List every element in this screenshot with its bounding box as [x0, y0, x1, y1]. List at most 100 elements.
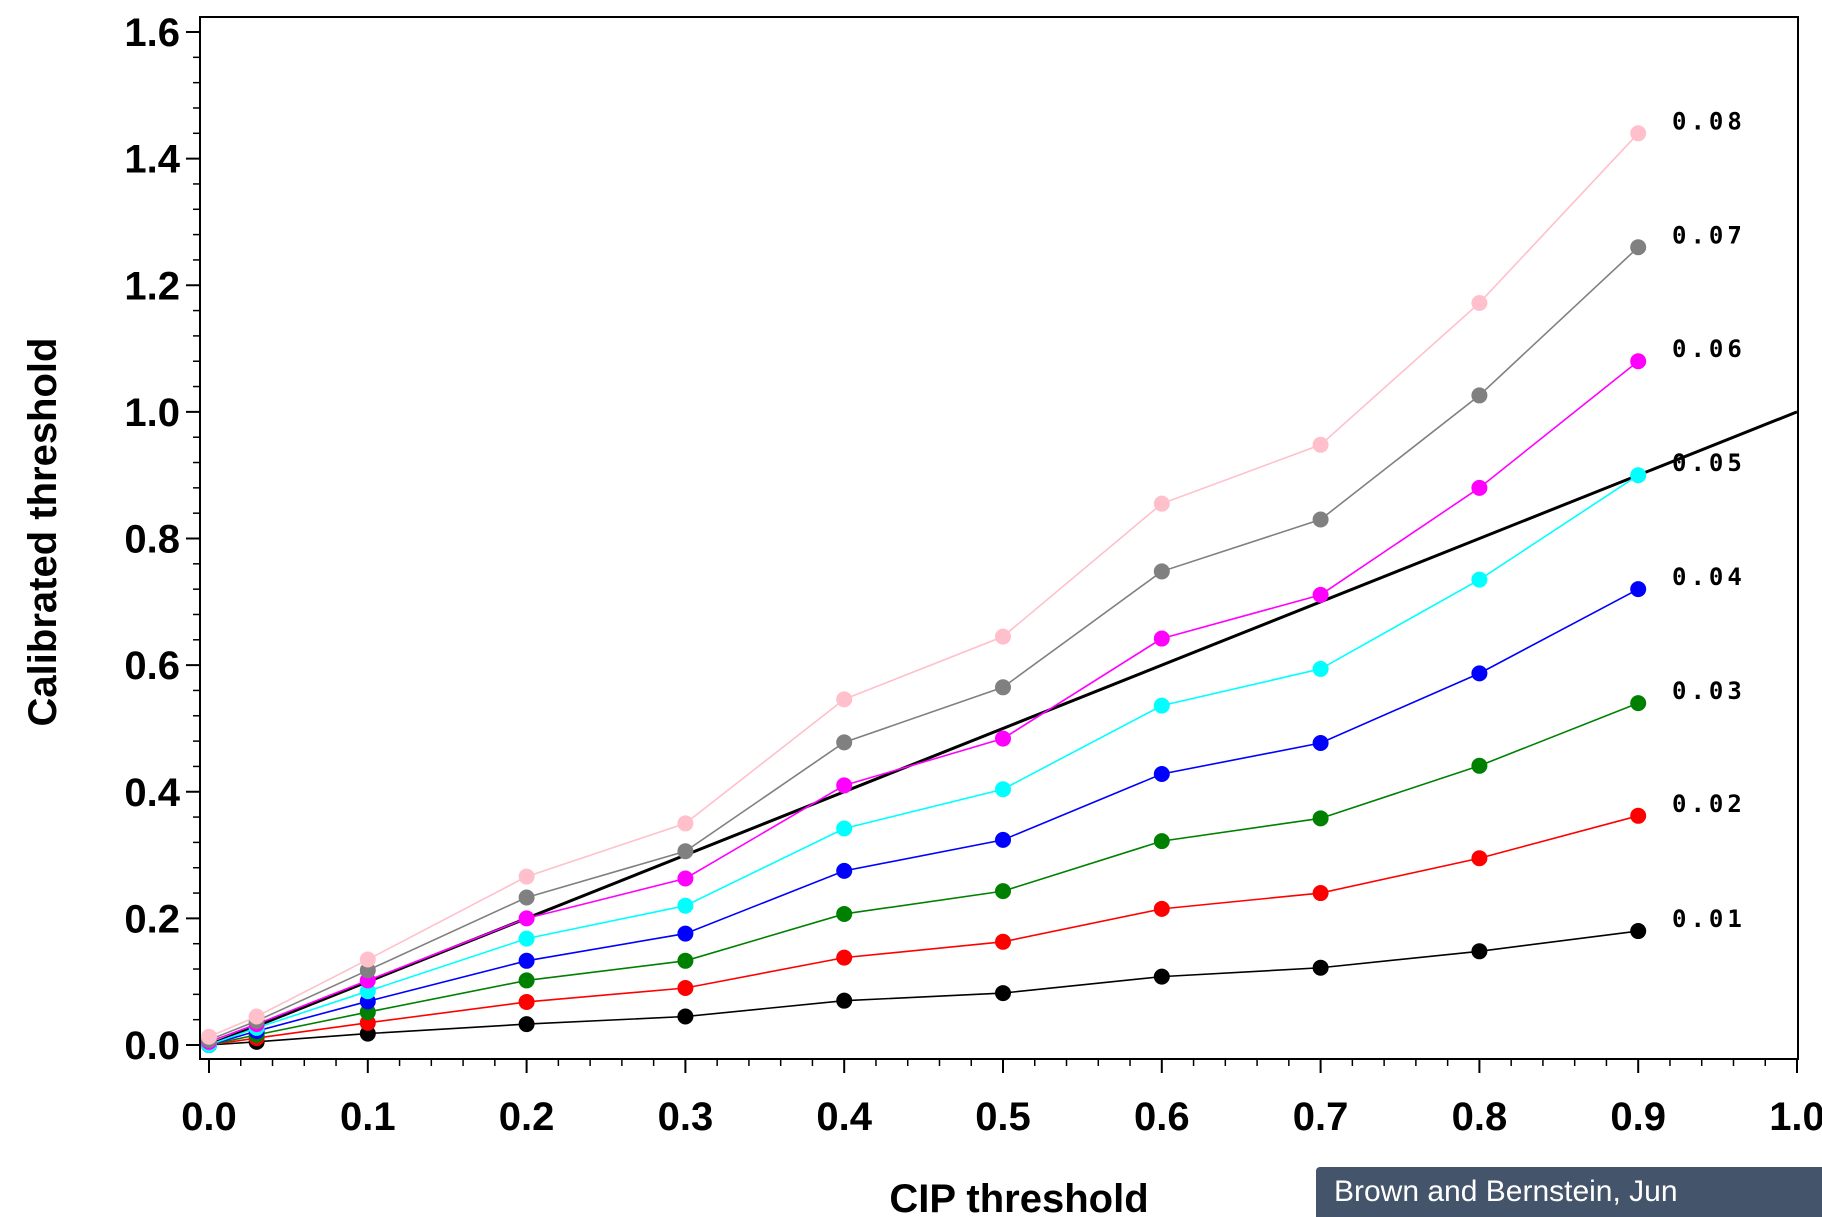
series-label: 0.05: [1672, 449, 1746, 477]
x-tick-label: 0.6: [1134, 1095, 1190, 1139]
x-tick-label: 0.0: [181, 1095, 237, 1139]
y-axis: 0.0 0.2 0.4 0.6 0.8 1.0 1.2 1.4 1.6: [124, 11, 200, 1068]
data-point: [518, 868, 535, 885]
data-point: [518, 930, 535, 947]
series-label: 0.01: [1672, 905, 1746, 933]
data-point: [995, 985, 1011, 1002]
y-tick-label: 0.8: [124, 518, 180, 562]
x-tick-label: 0.4: [816, 1095, 872, 1139]
data-point: [1312, 586, 1329, 603]
y-tick-label: 1.4: [124, 138, 180, 182]
series-label: 0.04: [1672, 563, 1746, 591]
y-tick-label: 1.2: [124, 264, 180, 308]
y-axis-title: Calibrated threshold: [21, 338, 65, 727]
data-point: [1471, 571, 1488, 588]
data-point: [836, 820, 853, 837]
y-tick-label: 0.2: [124, 897, 180, 941]
data-point: [248, 1008, 265, 1025]
data-point: [995, 730, 1011, 747]
data-point: [677, 815, 694, 832]
y-tick-label: 0.6: [124, 644, 180, 688]
data-point: [836, 734, 853, 751]
series-line: [208, 246, 1639, 1041]
data-point: [995, 883, 1011, 900]
x-tick-label: 0.3: [658, 1095, 714, 1139]
data-point: [995, 679, 1011, 696]
data-point: [1312, 660, 1329, 677]
data-point: [1471, 665, 1488, 682]
data-point: [1630, 807, 1647, 824]
data-point: [201, 1028, 217, 1045]
data-point: [1471, 943, 1488, 960]
data-point: [1153, 900, 1170, 917]
data-point: [1630, 923, 1647, 940]
x-axis-title: CIP threshold: [889, 1177, 1148, 1217]
data-point: [1630, 353, 1647, 370]
data-point: [1153, 968, 1170, 985]
series-line: [208, 588, 1639, 1046]
data-point: [1153, 630, 1170, 647]
data-point: [1471, 294, 1488, 311]
data-point: [359, 951, 376, 968]
series-layer: [201, 125, 1647, 1053]
data-point: [1630, 467, 1647, 484]
series-label: 0.02: [1672, 790, 1746, 818]
data-point: [518, 972, 535, 989]
x-tick-label: 0.5: [975, 1095, 1031, 1139]
plot-frame: [199, 16, 1799, 1060]
series-labels: 0.01 0.02 0.03 0.04 0.05 0.06 0.07 0.08: [1672, 107, 1746, 933]
series-label: 0.07: [1672, 221, 1746, 249]
data-point: [677, 980, 694, 997]
y-tick-label: 1.0: [124, 391, 180, 435]
data-point: [1312, 436, 1329, 453]
data-point: [1153, 697, 1170, 714]
x-axis: 0.0 0.1 0.2 0.3 0.4 0.5 0.6 0.7 0.8 0.9 1.0: [181, 1059, 1822, 1139]
data-point: [1630, 695, 1647, 712]
series-line: [208, 702, 1639, 1046]
data-point: [1312, 810, 1329, 827]
data-point: [995, 831, 1011, 848]
citation-box: Brown and Bernstein, Jun: [1316, 1167, 1822, 1217]
data-point: [836, 777, 853, 794]
series-label: 0.08: [1672, 107, 1746, 135]
data-point: [1153, 833, 1170, 850]
y-tick-label: 1.6: [124, 11, 180, 55]
data-point: [836, 691, 853, 708]
data-point: [995, 628, 1011, 645]
data-point: [518, 952, 535, 969]
data-point: [995, 781, 1011, 798]
data-point: [1471, 387, 1488, 404]
data-point: [1630, 581, 1647, 598]
series-line: [208, 132, 1639, 1038]
series-line: [208, 360, 1639, 1043]
data-point: [677, 897, 694, 914]
x-tick-label: 1.0: [1769, 1095, 1822, 1139]
y-tick-label: 0.0: [124, 1024, 180, 1068]
data-point: [677, 1008, 694, 1025]
data-point: [1630, 239, 1647, 256]
data-point: [1312, 885, 1329, 902]
series-line: [208, 930, 1639, 1046]
data-point: [518, 1016, 535, 1033]
x-tick-label: 0.7: [1293, 1095, 1349, 1139]
data-point: [1153, 766, 1170, 783]
data-point: [518, 889, 535, 906]
x-tick-label: 0.2: [499, 1095, 555, 1139]
data-point: [836, 992, 853, 1009]
x-tick-label: 0.9: [1610, 1095, 1666, 1139]
data-point: [995, 933, 1011, 950]
data-point: [1471, 479, 1488, 496]
series-label: 0.06: [1672, 335, 1746, 363]
data-point: [1312, 959, 1329, 976]
data-point: [677, 870, 694, 887]
data-point: [1312, 734, 1329, 751]
data-point: [518, 910, 535, 927]
data-point: [1471, 757, 1488, 774]
y-tick-label: 0.4: [124, 771, 180, 815]
x-tick-label: 0.8: [1452, 1095, 1508, 1139]
data-point: [677, 843, 694, 860]
data-point: [1153, 563, 1170, 580]
x-tick-label: 0.1: [340, 1095, 396, 1139]
data-point: [1312, 511, 1329, 528]
